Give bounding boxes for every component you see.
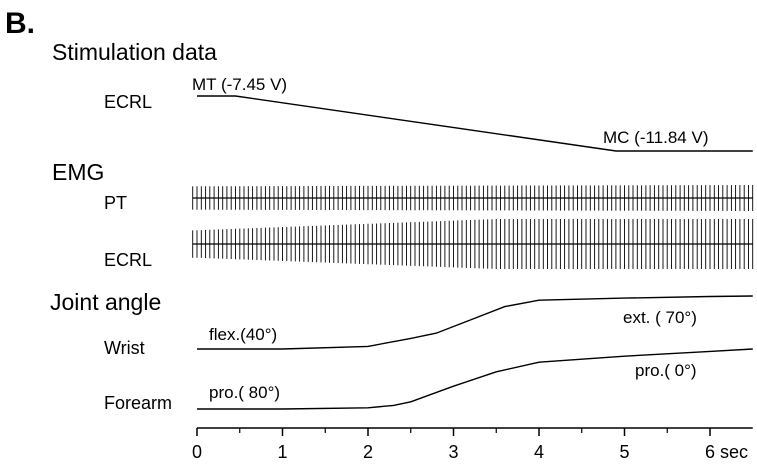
panel-label: B. (5, 7, 35, 40)
trace-label-forearm: Forearm (104, 393, 172, 413)
annotation-flex-40: flex.(40°) (209, 325, 277, 344)
annotation-ext-70: ext. ( 70°) (623, 308, 697, 327)
section-heading-joint-angle: Joint angle (50, 289, 161, 315)
x-axis: 0 1 2 3 4 5 6 sec (192, 427, 753, 462)
annotation-pro-0: pro.( 0°) (635, 361, 697, 380)
x-tick-label: 0 (192, 442, 202, 462)
x-tick-label: 3 (449, 442, 459, 462)
section-heading-emg: EMG (52, 159, 104, 185)
trace-label-stim-ecrl: ECRL (104, 92, 152, 112)
x-tick-label: 2 (363, 442, 373, 462)
wrist-angle-trace (197, 295, 753, 350)
annotation-pro-80: pro.( 80°) (209, 383, 280, 402)
x-tick-label: 1 (278, 442, 288, 462)
forearm-angle-trace (197, 348, 753, 410)
trace-label-emg-ecrl: ECRL (104, 250, 152, 270)
annotation-mc: MC (-11.84 V) (603, 128, 709, 147)
x-tick-label: 6 sec (705, 442, 748, 462)
emg-pt-trace (192, 185, 754, 211)
x-tick-label: 4 (534, 442, 544, 462)
trace-label-emg-pt: PT (104, 193, 127, 213)
annotation-mt: MT (-7.45 V) (192, 75, 287, 94)
section-heading-stimulation: Stimulation data (52, 39, 217, 65)
emg-ecrl-trace (192, 219, 754, 269)
x-tick-label: 5 (620, 442, 630, 462)
stim-ecrl-trace (197, 95, 753, 152)
trace-label-wrist: Wrist (104, 338, 145, 358)
